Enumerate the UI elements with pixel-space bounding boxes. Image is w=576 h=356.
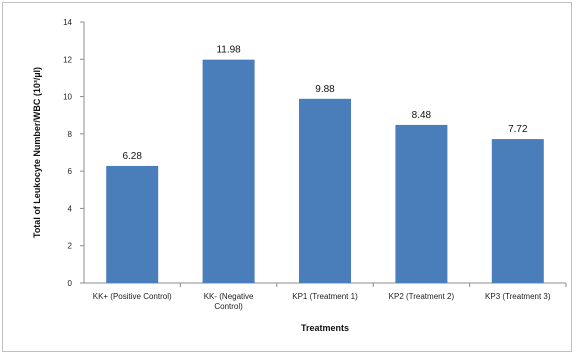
chart-frame: [2, 2, 572, 352]
data-label: 6.28: [122, 151, 142, 162]
x-tick-label: KK+ (Positive Control): [93, 292, 172, 301]
data-labels: 6.28 11.98 9.88 8.48 7.72: [122, 45, 528, 162]
x-tick-label: KK- (Negative Control): [204, 292, 254, 311]
x-tick-label: KP3 (Treatment 3): [485, 292, 551, 301]
y-tick-label: 4: [68, 204, 73, 213]
bar: [106, 165, 159, 283]
bar: [202, 59, 255, 284]
x-tick-label: KP1 (Treatment 1): [292, 292, 358, 301]
data-label: 8.48: [412, 110, 432, 121]
y-tick-label: 12: [63, 55, 72, 64]
data-label: 11.98: [216, 45, 241, 56]
x-axis-title: Treatments: [301, 323, 349, 333]
y-tick-label: 2: [68, 242, 73, 251]
y-tick-label: 8: [68, 130, 73, 139]
y-tick-label: 10: [63, 93, 72, 102]
bar: [491, 139, 544, 283]
bar: [299, 98, 351, 284]
x-tick-label: KP2 (Treatment 2): [389, 292, 455, 301]
data-label: 9.88: [315, 84, 335, 95]
x-axis-ticks: KK+ (Positive Control) KK- (Negative Contr…: [93, 283, 567, 311]
y-axis-ticks: 0 2 4 6 8 10 12 14: [63, 18, 84, 288]
bar: [395, 124, 448, 283]
y-axis-title: Total of Leukocyte Number/WBC (10³/µl): [32, 67, 42, 238]
data-label: 7.72: [508, 124, 528, 135]
y-tick-label: 14: [63, 18, 72, 27]
bars: [106, 59, 544, 284]
y-tick-label: 6: [68, 167, 73, 176]
y-tick-label: 0: [68, 279, 73, 288]
